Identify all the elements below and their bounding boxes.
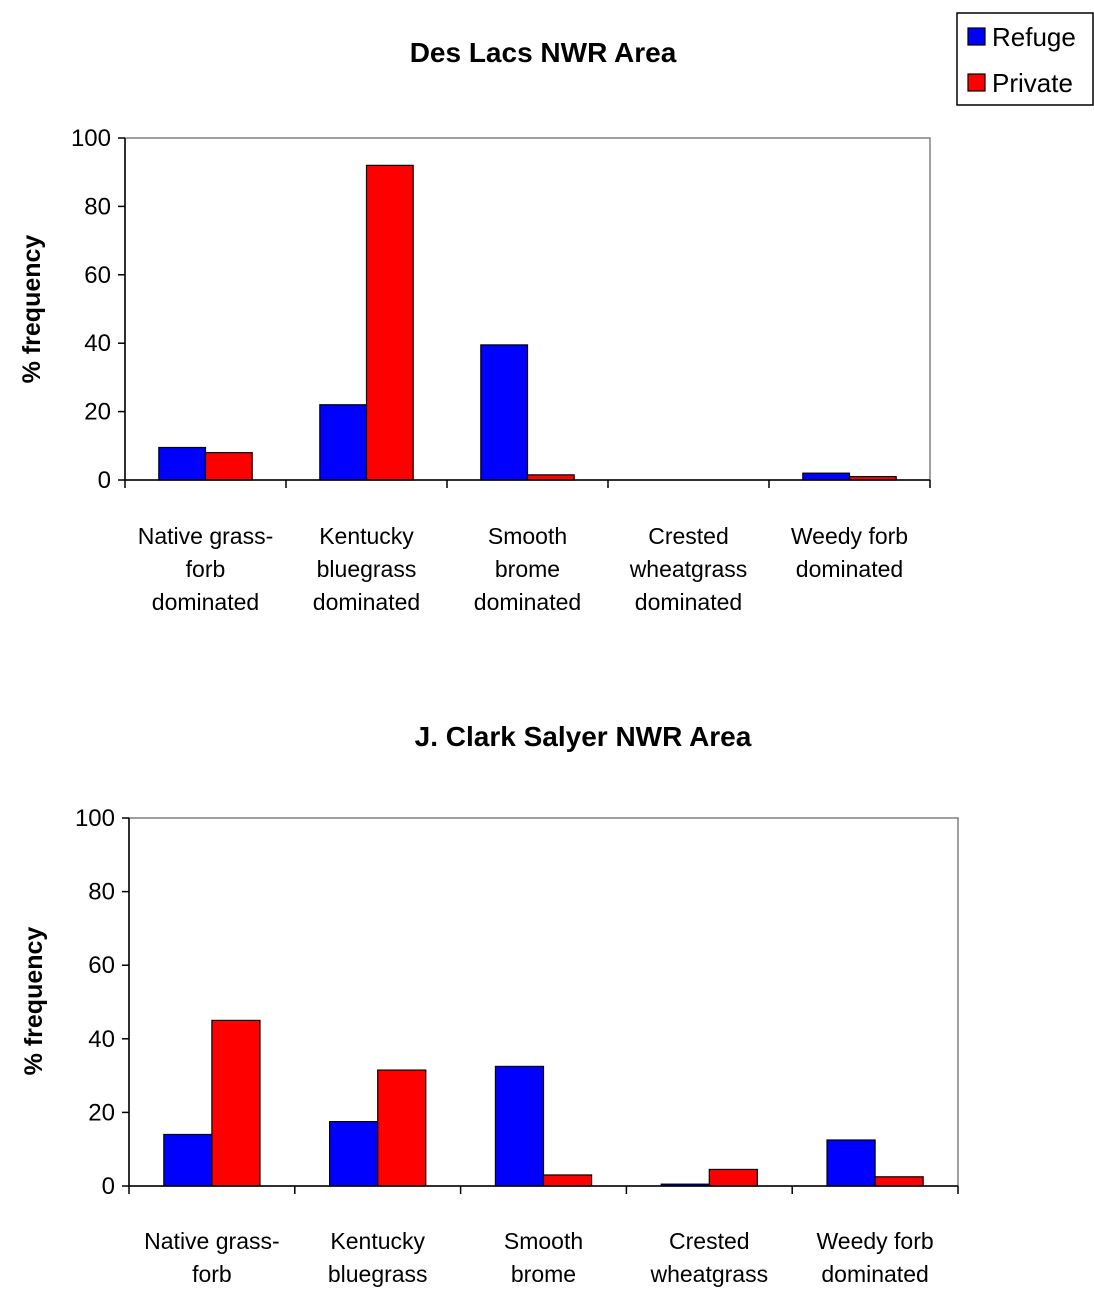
y-tick-label: 60 <box>88 952 115 979</box>
y-tick-label: 100 <box>75 805 115 832</box>
y-ticks: 0 20 40 60 80 100 <box>71 125 126 494</box>
y-tick-label: 40 <box>84 330 111 357</box>
chart-title: Des Lacs NWR Area <box>410 37 677 68</box>
bars <box>163 1019 924 1187</box>
bar-refuge-2 <box>480 344 529 481</box>
y-axis-label: % frequency <box>20 927 48 1076</box>
bar-refuge-0 <box>163 1133 213 1187</box>
bar-refuge-4 <box>802 472 851 481</box>
legend-swatch-refuge <box>967 27 986 46</box>
bar-private-4 <box>874 1176 924 1187</box>
bar-refuge-1 <box>319 404 368 481</box>
chart-j-clark-salyer: J. Clark Salyer NWR Area % frequency 0 20… <box>20 721 959 1296</box>
chart-des-lacs: Des Lacs NWR Area % frequency 0 20 40 60 80 1… <box>18 37 931 615</box>
chart-title: J. Clark Salyer NWR Area <box>415 721 752 752</box>
x-tick-label: Weedy forb dominated <box>791 523 908 582</box>
bar-refuge-0 <box>158 446 207 481</box>
y-tick-label: 0 <box>98 467 111 494</box>
y-tick-label: 80 <box>84 193 111 220</box>
y-tick-label: 40 <box>88 1026 115 1053</box>
bar-refuge-4 <box>826 1139 876 1187</box>
y-tick-label: 80 <box>88 879 115 906</box>
bar-refuge-2 <box>494 1065 545 1187</box>
bar-private-0 <box>211 1019 261 1187</box>
bar-refuge-1 <box>329 1120 379 1187</box>
legend-swatch-private <box>967 73 986 92</box>
bars <box>158 164 897 481</box>
bar-private-2 <box>542 1174 593 1187</box>
y-ticks: 0 20 40 60 80 100 <box>75 805 130 1200</box>
legend-label-private: Private <box>992 68 1073 98</box>
legend: Refuge Private <box>956 12 1094 106</box>
y-tick-label: 60 <box>84 262 111 289</box>
bar-private-2 <box>526 474 575 481</box>
y-tick-label: 20 <box>88 1099 115 1126</box>
legend-label-refuge: Refuge <box>992 22 1076 52</box>
y-tick-label: 100 <box>71 125 111 152</box>
y-axis-label: % frequency <box>18 235 46 384</box>
bar-private-0 <box>204 452 253 481</box>
bar-private-1 <box>377 1069 427 1187</box>
bar-private-1 <box>365 164 414 481</box>
y-tick-label: 20 <box>84 399 111 426</box>
x-tick-label: Weedy forb dominated <box>816 1228 933 1287</box>
bar-private-3 <box>708 1168 758 1187</box>
y-tick-label: 0 <box>102 1173 115 1200</box>
